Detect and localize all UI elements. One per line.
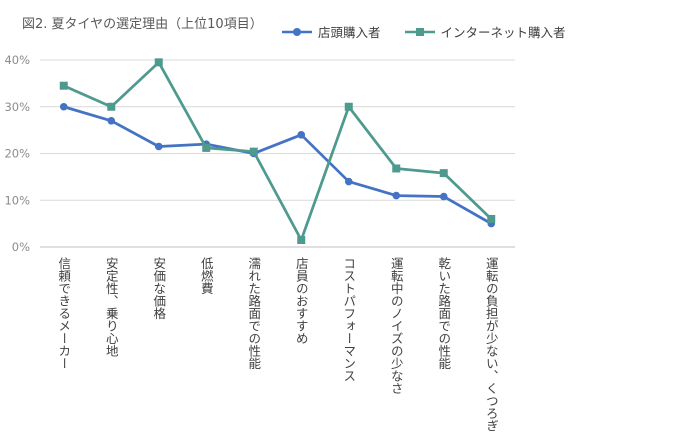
y-tick-label: 0% bbox=[12, 240, 30, 254]
data-point-marker bbox=[59, 81, 68, 90]
y-tick-label: 40% bbox=[4, 53, 30, 67]
x-tick-label: 信頼できるメーカー bbox=[56, 257, 71, 370]
data-point-marker bbox=[392, 191, 401, 200]
data-point-marker bbox=[297, 131, 306, 139]
legend-item-store: 店頭購入者 bbox=[282, 22, 381, 41]
x-tick-label: 運転の負担が少ない、くつろぎ bbox=[484, 257, 499, 432]
y-axis: 0% 10% 20% 30% 40% bbox=[4, 53, 30, 254]
legend: 店頭購入者 インターネット購入者 bbox=[282, 22, 590, 41]
data-point-marker bbox=[249, 147, 258, 156]
x-tick-label: コストパフォーマンス bbox=[341, 257, 356, 382]
x-tick-label: 乾いた路面での性能 bbox=[436, 257, 451, 370]
x-tick-label: 濡れた路面での性能 bbox=[246, 257, 261, 370]
data-point-marker bbox=[439, 169, 448, 178]
data-point-marker bbox=[107, 102, 116, 111]
legend-item-internet: インターネット購入者 bbox=[404, 22, 566, 41]
x-tick-label: 安価な価格 bbox=[151, 256, 166, 320]
series-1 bbox=[59, 102, 496, 228]
series-layer bbox=[59, 58, 496, 244]
data-point-marker bbox=[59, 102, 68, 111]
data-point-marker bbox=[439, 192, 448, 201]
x-tick-label: 店員のおすすめ bbox=[294, 257, 309, 345]
data-point-marker bbox=[154, 58, 163, 67]
x-axis: 信頼できるメーカー 安定性、乗り心地 安価な価格 低燃費 濡れた路面での性能 店員のおすす… bbox=[56, 256, 499, 432]
data-point-marker bbox=[392, 164, 401, 173]
data-point-marker bbox=[487, 214, 496, 223]
legend-swatch-store bbox=[282, 27, 312, 36]
data-point-marker bbox=[154, 142, 163, 151]
data-point-marker bbox=[107, 116, 116, 125]
legend-label-internet: インターネット購入者 bbox=[440, 25, 566, 40]
y-tick-label: 10% bbox=[4, 193, 30, 207]
series-line bbox=[63, 60, 493, 242]
data-point-marker bbox=[344, 177, 353, 186]
legend-label-store: 店頭購入者 bbox=[318, 25, 381, 40]
x-tick-label: 運転中のノイズの少なさ bbox=[389, 257, 404, 395]
series-2 bbox=[59, 58, 496, 244]
data-point-marker bbox=[202, 143, 211, 152]
y-tick-label: 30% bbox=[4, 100, 30, 114]
series-line bbox=[63, 105, 492, 225]
chart-title: 図2. 夏タイヤの選定理由（上位10項目） bbox=[22, 17, 263, 32]
x-tick-label: 低燃費 bbox=[199, 257, 214, 295]
data-point-marker bbox=[344, 102, 353, 111]
x-tick-label: 安定性、乗り心地 bbox=[104, 256, 119, 357]
y-tick-label: 20% bbox=[4, 147, 30, 161]
gridlines bbox=[40, 59, 515, 248]
legend-swatch-internet bbox=[404, 27, 435, 36]
data-point-marker bbox=[297, 235, 306, 244]
